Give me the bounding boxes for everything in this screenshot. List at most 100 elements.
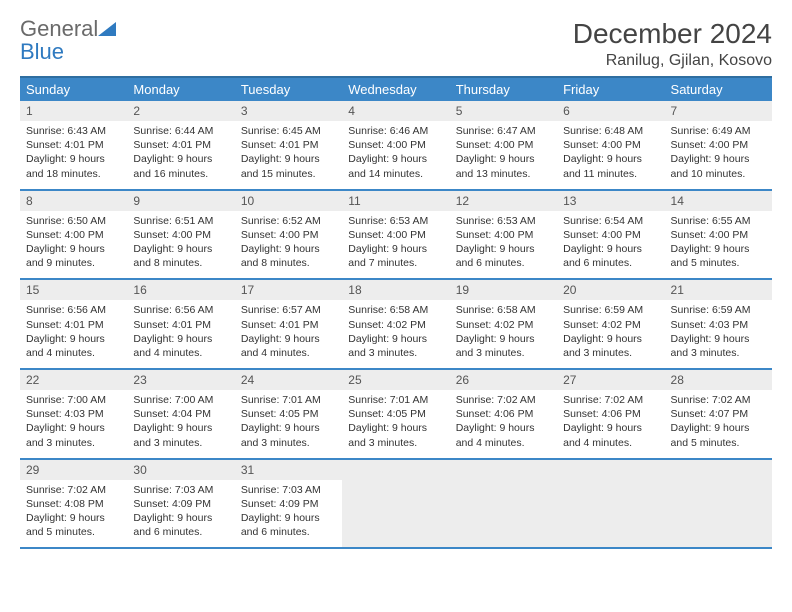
sunset-line: Sunset: 4:02 PM xyxy=(456,318,551,332)
calendar-cell: 6Sunrise: 6:48 AMSunset: 4:00 PMDaylight… xyxy=(557,101,664,190)
calendar-cell: 29Sunrise: 7:02 AMSunset: 4:08 PMDayligh… xyxy=(20,459,127,549)
sunrise-line: Sunrise: 6:47 AM xyxy=(456,124,551,138)
day-body: Sunrise: 7:02 AMSunset: 4:08 PMDaylight:… xyxy=(20,480,127,548)
sunset-line: Sunset: 4:04 PM xyxy=(133,407,228,421)
day-body: Sunrise: 6:54 AMSunset: 4:00 PMDaylight:… xyxy=(557,211,664,279)
calendar-row: 15Sunrise: 6:56 AMSunset: 4:01 PMDayligh… xyxy=(20,279,772,369)
sunrise-line: Sunrise: 6:53 AM xyxy=(456,214,551,228)
calendar-cell: 30Sunrise: 7:03 AMSunset: 4:09 PMDayligh… xyxy=(127,459,234,549)
day-body: Sunrise: 6:43 AMSunset: 4:01 PMDaylight:… xyxy=(20,121,127,189)
triangle-icon xyxy=(98,22,116,41)
brand-logo: General Blue xyxy=(20,18,116,63)
day-body: Sunrise: 6:51 AMSunset: 4:00 PMDaylight:… xyxy=(127,211,234,279)
sunrise-line: Sunrise: 6:56 AM xyxy=(26,303,121,317)
calendar-cell: 28Sunrise: 7:02 AMSunset: 4:07 PMDayligh… xyxy=(665,369,772,459)
day-body: Sunrise: 6:56 AMSunset: 4:01 PMDaylight:… xyxy=(127,300,234,368)
daylight-line: Daylight: 9 hours and 3 minutes. xyxy=(26,421,121,449)
sunset-line: Sunset: 4:01 PM xyxy=(241,318,336,332)
calendar-cell: 12Sunrise: 6:53 AMSunset: 4:00 PMDayligh… xyxy=(450,190,557,280)
sunrise-line: Sunrise: 6:49 AM xyxy=(671,124,766,138)
day-number: 1 xyxy=(20,101,127,121)
weekday-header: Wednesday xyxy=(342,77,449,101)
calendar-cell: 21Sunrise: 6:59 AMSunset: 4:03 PMDayligh… xyxy=(665,279,772,369)
sunset-line: Sunset: 4:08 PM xyxy=(26,497,121,511)
day-number: 21 xyxy=(665,280,772,300)
daylight-line: Daylight: 9 hours and 4 minutes. xyxy=(241,332,336,360)
weekday-header: Saturday xyxy=(665,77,772,101)
calendar-cell: 24Sunrise: 7:01 AMSunset: 4:05 PMDayligh… xyxy=(235,369,342,459)
daylight-line: Daylight: 9 hours and 7 minutes. xyxy=(348,242,443,270)
day-body: Sunrise: 6:56 AMSunset: 4:01 PMDaylight:… xyxy=(20,300,127,368)
day-number: 26 xyxy=(450,370,557,390)
day-number: 23 xyxy=(127,370,234,390)
calendar-cell: 3Sunrise: 6:45 AMSunset: 4:01 PMDaylight… xyxy=(235,101,342,190)
sunrise-line: Sunrise: 7:02 AM xyxy=(26,483,121,497)
day-body: Sunrise: 6:52 AMSunset: 4:00 PMDaylight:… xyxy=(235,211,342,279)
brand-word1: General xyxy=(20,16,98,41)
calendar-cell xyxy=(665,459,772,549)
sunset-line: Sunset: 4:00 PM xyxy=(671,228,766,242)
calendar-cell: 10Sunrise: 6:52 AMSunset: 4:00 PMDayligh… xyxy=(235,190,342,280)
day-number: 25 xyxy=(342,370,449,390)
daylight-line: Daylight: 9 hours and 6 minutes. xyxy=(133,511,228,539)
calendar-cell: 31Sunrise: 7:03 AMSunset: 4:09 PMDayligh… xyxy=(235,459,342,549)
sunset-line: Sunset: 4:05 PM xyxy=(348,407,443,421)
calendar-cell: 17Sunrise: 6:57 AMSunset: 4:01 PMDayligh… xyxy=(235,279,342,369)
sunset-line: Sunset: 4:02 PM xyxy=(563,318,658,332)
daylight-line: Daylight: 9 hours and 16 minutes. xyxy=(133,152,228,180)
day-body: Sunrise: 7:03 AMSunset: 4:09 PMDaylight:… xyxy=(127,480,234,548)
daylight-line: Daylight: 9 hours and 14 minutes. xyxy=(348,152,443,180)
calendar-cell: 22Sunrise: 7:00 AMSunset: 4:03 PMDayligh… xyxy=(20,369,127,459)
sunrise-line: Sunrise: 7:00 AM xyxy=(26,393,121,407)
sunset-line: Sunset: 4:03 PM xyxy=(26,407,121,421)
sunset-line: Sunset: 4:01 PM xyxy=(26,138,121,152)
weekday-header: Sunday xyxy=(20,77,127,101)
daylight-line: Daylight: 9 hours and 10 minutes. xyxy=(671,152,766,180)
sunrise-line: Sunrise: 6:46 AM xyxy=(348,124,443,138)
day-number: 19 xyxy=(450,280,557,300)
calendar-cell: 19Sunrise: 6:58 AMSunset: 4:02 PMDayligh… xyxy=(450,279,557,369)
sunrise-line: Sunrise: 7:01 AM xyxy=(348,393,443,407)
calendar-cell: 23Sunrise: 7:00 AMSunset: 4:04 PMDayligh… xyxy=(127,369,234,459)
sunset-line: Sunset: 4:00 PM xyxy=(563,228,658,242)
sunrise-line: Sunrise: 6:43 AM xyxy=(26,124,121,138)
daylight-line: Daylight: 9 hours and 8 minutes. xyxy=(133,242,228,270)
day-body: Sunrise: 6:47 AMSunset: 4:00 PMDaylight:… xyxy=(450,121,557,189)
day-body: Sunrise: 7:00 AMSunset: 4:04 PMDaylight:… xyxy=(127,390,234,458)
calendar-cell: 4Sunrise: 6:46 AMSunset: 4:00 PMDaylight… xyxy=(342,101,449,190)
daylight-line: Daylight: 9 hours and 4 minutes. xyxy=(26,332,121,360)
weekday-header-row: SundayMondayTuesdayWednesdayThursdayFrid… xyxy=(20,77,772,101)
daylight-line: Daylight: 9 hours and 4 minutes. xyxy=(456,421,551,449)
day-body: Sunrise: 7:00 AMSunset: 4:03 PMDaylight:… xyxy=(20,390,127,458)
day-number: 15 xyxy=(20,280,127,300)
day-number: 2 xyxy=(127,101,234,121)
sunset-line: Sunset: 4:05 PM xyxy=(241,407,336,421)
sunset-line: Sunset: 4:01 PM xyxy=(133,138,228,152)
sunrise-line: Sunrise: 6:52 AM xyxy=(241,214,336,228)
calendar-cell: 1Sunrise: 6:43 AMSunset: 4:01 PMDaylight… xyxy=(20,101,127,190)
daylight-line: Daylight: 9 hours and 3 minutes. xyxy=(241,421,336,449)
weekday-header: Thursday xyxy=(450,77,557,101)
day-number: 22 xyxy=(20,370,127,390)
daylight-line: Daylight: 9 hours and 6 minutes. xyxy=(241,511,336,539)
calendar-row: 29Sunrise: 7:02 AMSunset: 4:08 PMDayligh… xyxy=(20,459,772,549)
sunrise-line: Sunrise: 6:55 AM xyxy=(671,214,766,228)
sunset-line: Sunset: 4:01 PM xyxy=(133,318,228,332)
sunrise-line: Sunrise: 6:58 AM xyxy=(348,303,443,317)
sunrise-line: Sunrise: 6:51 AM xyxy=(133,214,228,228)
day-body: Sunrise: 6:50 AMSunset: 4:00 PMDaylight:… xyxy=(20,211,127,279)
daylight-line: Daylight: 9 hours and 3 minutes. xyxy=(348,332,443,360)
sunrise-line: Sunrise: 7:02 AM xyxy=(563,393,658,407)
sunrise-line: Sunrise: 6:59 AM xyxy=(563,303,658,317)
day-number: 20 xyxy=(557,280,664,300)
daylight-line: Daylight: 9 hours and 4 minutes. xyxy=(563,421,658,449)
day-number: 16 xyxy=(127,280,234,300)
day-body: Sunrise: 6:48 AMSunset: 4:00 PMDaylight:… xyxy=(557,121,664,189)
calendar-cell xyxy=(557,459,664,549)
calendar-row: 1Sunrise: 6:43 AMSunset: 4:01 PMDaylight… xyxy=(20,101,772,190)
weekday-header: Friday xyxy=(557,77,664,101)
daylight-line: Daylight: 9 hours and 3 minutes. xyxy=(348,421,443,449)
day-number: 8 xyxy=(20,191,127,211)
page-title: December 2024 xyxy=(573,18,772,50)
weekday-header: Monday xyxy=(127,77,234,101)
